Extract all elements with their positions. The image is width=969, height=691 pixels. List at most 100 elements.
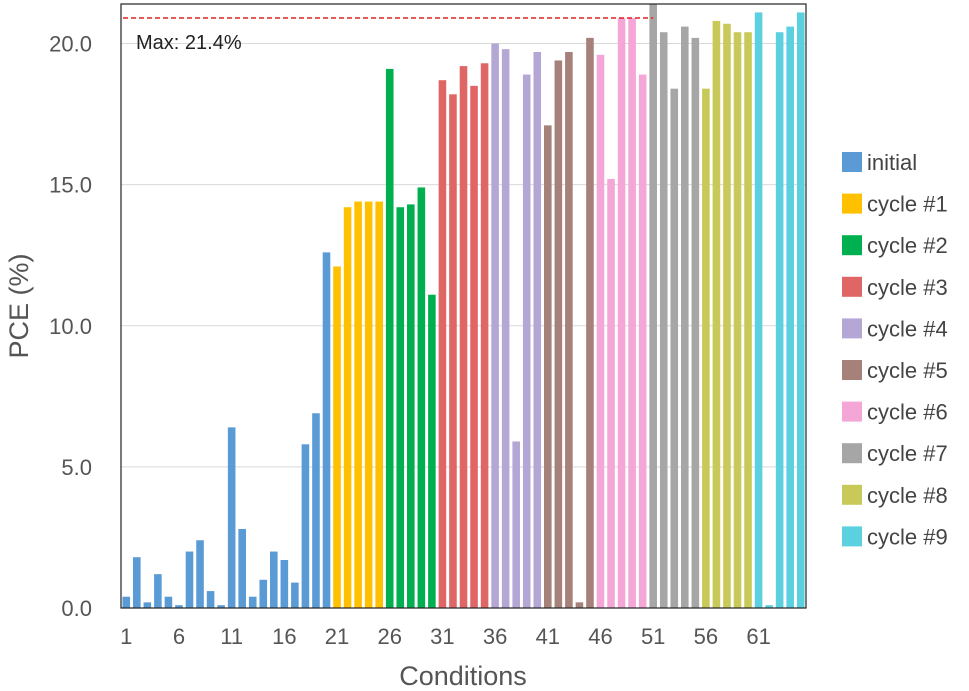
bar-cycle-4-40 [533,51,542,608]
x-tick-label: 16 [272,624,296,649]
y-tick-label: 10.0 [49,314,92,339]
legend-swatch [842,276,862,297]
bar-initial-12 [238,528,246,608]
y-tick-label: 20.0 [49,32,92,57]
legend-label: cycle #8 [867,483,948,508]
legend-label: cycle #5 [867,358,948,383]
bar-initial-8 [196,540,204,608]
x-axis-ticks: 1 6 11 16 21 26 31 36 41 46 51 56 61 [120,624,771,649]
bar-cycle-8-59 [733,32,742,608]
bar-cycle-6-49 [628,18,636,609]
bar-cycle-3-35 [480,63,489,609]
y-tick-label: 0.0 [61,596,92,621]
bar-cycle-2-26 [385,68,394,608]
bar-cycle-7-52 [659,32,668,608]
bar-cycle-5-43 [565,51,573,608]
legend-label: cycle #4 [867,316,948,341]
bar-cycle-7-55 [691,37,700,609]
x-tick-label: 21 [325,624,349,649]
bar-initial-6 [175,605,183,608]
legend-swatch [842,235,862,256]
legend-label: cycle #9 [867,524,948,549]
bar-initial-18 [301,444,310,608]
x-tick-label: 36 [483,624,507,649]
bar-cycle-5-45 [586,37,594,609]
max-annotation: Max: 21.4% [136,32,242,54]
bar-cycle-3-34 [470,85,478,608]
bar-initial-20 [322,252,331,608]
x-tick-label: 26 [377,624,401,649]
bar-cycle-3-31 [438,80,447,608]
bar-initial-10 [217,605,225,608]
bar-initial-1 [122,596,131,608]
y-axis-ticks: 0.0 5.0 10.0 15.0 20.0 [49,32,92,621]
bar-cycle-2-29 [417,187,426,608]
bar-initial-2 [133,557,141,608]
bar-cycle-9-65 [796,12,805,609]
x-tick-label: 61 [746,624,770,649]
legend-swatch [842,484,862,505]
y-axis-title: PCE (%) [4,253,34,358]
bar-cycle-9-64 [786,26,794,608]
x-tick-label: 6 [173,624,185,649]
bar-cycle-9-62 [765,605,773,608]
bar-initial-19 [312,413,320,608]
x-axis-title: Conditions [399,661,527,691]
bar-cycle-7-54 [681,26,689,608]
bar-initial-4 [154,574,162,608]
x-tick-label: 1 [120,624,132,649]
bar-initial-3 [143,602,152,608]
x-tick-label: 31 [430,624,454,649]
plot-frame [120,3,807,609]
bar-initial-14 [259,579,268,608]
bar-cycle-1-22 [343,207,352,608]
bar-cycle-3-33 [459,66,468,609]
legend-swatch [842,443,862,464]
bar-initial-16 [280,560,289,608]
bar-cycle-4-36 [491,43,499,608]
bar-initial-9 [206,591,215,608]
x-tick-label: 56 [694,624,718,649]
bar-initial-7 [185,551,194,608]
y-tick-label: 5.0 [61,455,92,480]
x-tick-label: 51 [641,624,665,649]
legend-swatch [842,193,862,214]
bar-cycle-5-42 [554,60,563,608]
bar-cycle-5-44 [575,602,584,608]
legend: initial cycle #1 cycle #2 cycle #3 cycle #4 c… [842,150,948,549]
y-tick-label: 15.0 [49,173,92,198]
bars [122,4,805,609]
bar-cycle-6-50 [638,74,647,609]
bar-cycle-8-56 [702,88,710,608]
bar-cycle-1-21 [333,266,341,608]
bar-cycle-4-39 [522,74,531,609]
bar-cycle-6-47 [607,178,615,608]
bar-cycle-2-30 [428,294,436,608]
bar-initial-13 [248,596,257,608]
legend-label: cycle #1 [867,192,948,217]
bar-cycle-6-48 [617,18,626,609]
legend-label: cycle #7 [867,441,948,466]
bar-initial-17 [291,582,299,608]
bar-cycle-9-63 [775,32,784,608]
x-tick-label: 11 [220,624,243,649]
bar-cycle-7-51 [649,4,657,608]
x-tick-label: 41 [536,624,560,649]
bar-cycle-8-57 [712,20,721,609]
bar-cycle-1-23 [354,201,362,608]
legend-label: cycle #3 [867,275,948,300]
legend-label: cycle #6 [867,400,948,425]
bar-cycle-9-61 [754,12,763,609]
legend-label: cycle #2 [867,233,948,258]
legend-label: initial [867,150,917,175]
bar-cycle-1-25 [375,201,383,608]
legend-swatch [842,152,862,172]
bar-cycle-7-53 [670,88,679,608]
legend-swatch [842,360,862,380]
legend-swatch [842,401,862,422]
bar-cycle-4-38 [512,441,520,608]
bar-initial-5 [164,596,173,608]
bar-cycle-4-37 [501,49,510,609]
bar-cycle-8-60 [744,32,752,608]
